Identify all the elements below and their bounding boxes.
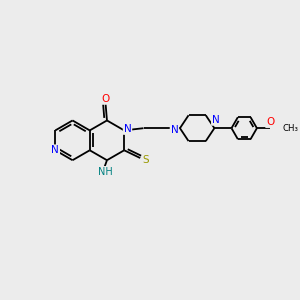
Text: N: N xyxy=(171,124,178,135)
Text: S: S xyxy=(142,155,149,165)
Text: N: N xyxy=(124,124,131,134)
Text: N: N xyxy=(212,115,220,125)
Text: O: O xyxy=(101,94,110,104)
Text: NH: NH xyxy=(98,167,113,177)
Text: O: O xyxy=(266,117,274,127)
Text: N: N xyxy=(51,145,59,155)
Text: CH₃: CH₃ xyxy=(283,124,298,133)
